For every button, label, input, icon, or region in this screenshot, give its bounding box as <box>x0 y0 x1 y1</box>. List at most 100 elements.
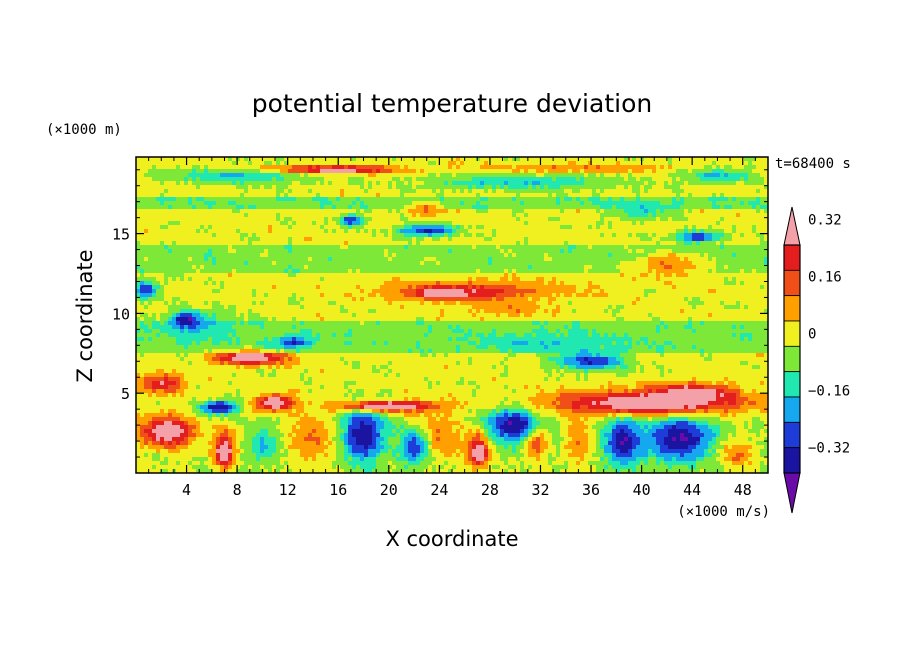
heatmap-cell <box>408 205 413 210</box>
heatmap-cell <box>452 173 457 178</box>
heatmap-cell <box>372 261 377 266</box>
heatmap-cell <box>348 257 353 262</box>
heatmap-cell <box>588 261 593 266</box>
heatmap-cell <box>200 225 205 230</box>
heatmap-cell <box>664 225 669 230</box>
heatmap-cell <box>440 245 445 250</box>
heatmap-cell <box>216 177 221 182</box>
heatmap-cell <box>448 277 453 282</box>
heatmap-cell <box>208 225 213 230</box>
heatmap-cell <box>688 161 693 166</box>
heatmap-cell <box>284 177 289 182</box>
heatmap-cell <box>700 181 705 186</box>
heatmap-cell <box>368 205 373 210</box>
heatmap-cell <box>440 265 445 270</box>
heatmap-cell <box>556 205 561 210</box>
heatmap-cell <box>432 165 437 170</box>
heatmap-cell <box>360 165 365 170</box>
heatmap-cell <box>472 245 477 250</box>
heatmap-cell <box>364 205 369 210</box>
heatmap-cell <box>244 181 249 186</box>
heatmap-cell <box>496 245 501 250</box>
heatmap-cell <box>640 221 645 226</box>
heatmap-cell <box>332 229 337 234</box>
heatmap-cell <box>548 245 553 250</box>
heatmap-cell <box>244 161 249 166</box>
heatmap-cell <box>748 181 753 186</box>
heatmap-cell <box>508 273 513 278</box>
heatmap-cell <box>140 197 145 202</box>
heatmap-cell <box>416 257 421 262</box>
heatmap-cell <box>496 177 501 182</box>
heatmap-cell <box>576 177 581 182</box>
heatmap-cell <box>204 269 209 274</box>
heatmap-cell <box>624 173 629 178</box>
heatmap-cell <box>764 217 768 222</box>
heatmap-cell <box>252 157 257 162</box>
heatmap-cell <box>660 237 665 242</box>
heatmap-cell <box>280 277 285 282</box>
heatmap-cell <box>488 225 493 230</box>
heatmap-cell <box>360 205 365 210</box>
heatmap-cell <box>660 269 665 274</box>
heatmap-cell <box>528 209 533 214</box>
heatmap-cell <box>408 257 413 262</box>
heatmap-cell <box>204 233 209 238</box>
heatmap-cell <box>404 261 409 266</box>
heatmap-cell <box>560 245 565 250</box>
heatmap-cell <box>200 157 205 162</box>
heatmap-cell <box>704 161 709 166</box>
heatmap-cell <box>536 221 541 226</box>
heatmap-cell <box>676 213 681 218</box>
heatmap-cell <box>208 185 213 190</box>
heatmap-cell <box>176 225 181 230</box>
heatmap-cell <box>500 277 505 282</box>
heatmap-cell <box>592 197 597 202</box>
heatmap-cell <box>264 177 269 182</box>
heatmap-cell <box>540 185 545 190</box>
heatmap-cell <box>176 189 181 194</box>
heatmap-cell <box>172 197 177 202</box>
heatmap-cell <box>596 181 601 186</box>
heatmap-cell <box>688 233 693 238</box>
heatmap-cell <box>612 257 617 262</box>
heatmap-cell <box>372 217 377 222</box>
heatmap-cell <box>384 165 389 170</box>
heatmap-cell <box>192 169 197 174</box>
heatmap-cell <box>572 273 577 278</box>
heatmap-cell <box>200 193 205 198</box>
heatmap-cell <box>476 197 481 202</box>
heatmap-cell <box>608 257 613 262</box>
heatmap-cell <box>400 241 405 246</box>
heatmap-cell <box>724 241 729 246</box>
heatmap-cell <box>240 189 245 194</box>
heatmap-cell <box>136 205 141 210</box>
heatmap-cell <box>612 209 617 214</box>
heatmap-cell <box>596 237 601 242</box>
heatmap-cell <box>144 169 149 174</box>
heatmap-cell <box>704 205 709 210</box>
heatmap-cell <box>480 237 485 242</box>
heatmap-cell <box>276 257 281 262</box>
heatmap-cell <box>500 217 505 222</box>
heatmap-cell <box>324 233 329 238</box>
heatmap-cell <box>412 249 417 254</box>
heatmap-cell <box>472 225 477 230</box>
heatmap-cell <box>656 193 661 198</box>
heatmap-cell <box>664 237 669 242</box>
heatmap-cell <box>680 237 685 242</box>
heatmap-cell <box>396 193 401 198</box>
heatmap-cell <box>664 181 669 186</box>
heatmap-cell <box>380 221 385 226</box>
heatmap-cell <box>664 169 669 174</box>
heatmap-cell <box>716 273 721 278</box>
heatmap-cell <box>680 161 685 166</box>
heatmap-cell <box>420 261 425 266</box>
heatmap-cell <box>580 169 585 174</box>
heatmap-cell <box>400 177 405 182</box>
heatmap-cell <box>688 277 693 282</box>
heatmap-cell <box>564 177 569 182</box>
heatmap-cell <box>280 233 285 238</box>
heatmap-cell <box>704 173 709 178</box>
heatmap-cell <box>496 273 501 278</box>
